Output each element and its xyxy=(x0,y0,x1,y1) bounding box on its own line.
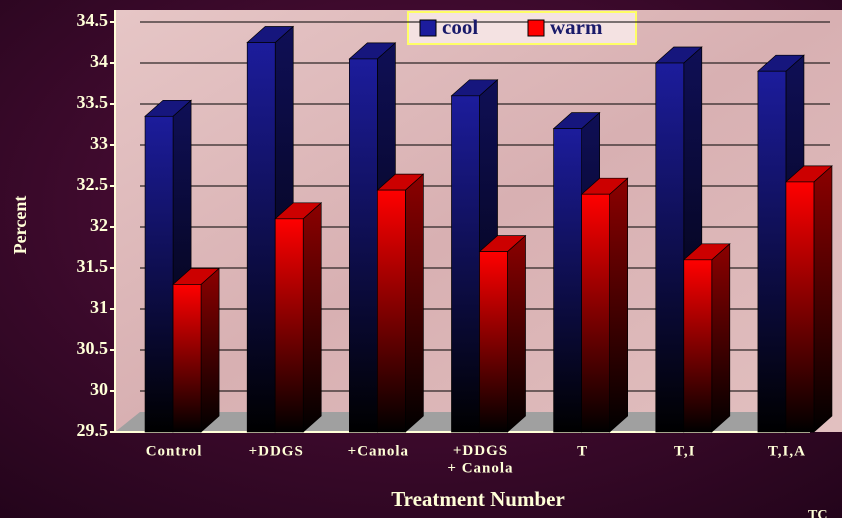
y-tick-label: 30 xyxy=(90,379,108,399)
y-axis-title: Percent xyxy=(10,196,30,255)
x-tick-label: T,I xyxy=(674,443,695,459)
bar xyxy=(246,42,276,433)
bar-side xyxy=(813,165,833,433)
legend-label: cool xyxy=(442,15,478,39)
y-tick-label: 34.5 xyxy=(77,10,109,30)
bar xyxy=(479,251,508,433)
legend-swatch xyxy=(419,19,437,37)
legend-label: warm xyxy=(550,15,603,39)
bar-side xyxy=(200,267,220,433)
bar xyxy=(553,128,582,433)
bar-side xyxy=(405,173,424,433)
bar-side xyxy=(609,177,628,433)
x-tick-label: +DDGS + Canola xyxy=(447,443,513,476)
y-tick-label: 31 xyxy=(90,297,108,317)
bar xyxy=(757,70,787,433)
x-tick-label: Control xyxy=(146,443,203,459)
bar xyxy=(655,62,685,433)
bar xyxy=(349,58,378,433)
y-tick-label: 33 xyxy=(90,133,108,153)
y-tick-label: 29.5 xyxy=(77,420,109,440)
bar-side xyxy=(507,234,526,433)
bar xyxy=(172,284,202,433)
x-tick-label: +DDGS xyxy=(249,443,304,459)
bar xyxy=(451,95,480,433)
x-tick-label: +Canola xyxy=(348,443,409,459)
y-tick-label: 33.5 xyxy=(77,92,109,112)
bar xyxy=(144,115,174,433)
y-tick-label: 32.5 xyxy=(77,174,109,194)
x-tick-label: T,I,A xyxy=(768,443,806,459)
bar xyxy=(274,218,304,433)
y-tick-label: 34 xyxy=(90,51,108,71)
bar xyxy=(785,181,815,433)
bar xyxy=(377,189,406,433)
y-tick-label: 31.5 xyxy=(77,256,109,276)
bar-side xyxy=(711,243,731,433)
bar xyxy=(683,259,713,433)
y-tick-label: 30.5 xyxy=(77,338,109,358)
bar xyxy=(581,193,610,433)
x-axis-title: Treatment Number xyxy=(391,487,565,511)
legend-swatch xyxy=(527,19,545,37)
legend xyxy=(407,11,637,45)
x-tick-label: T xyxy=(577,443,588,459)
y-tick-label: 32 xyxy=(90,215,108,235)
footnote: TC xyxy=(808,508,827,518)
bar-side xyxy=(302,202,322,433)
